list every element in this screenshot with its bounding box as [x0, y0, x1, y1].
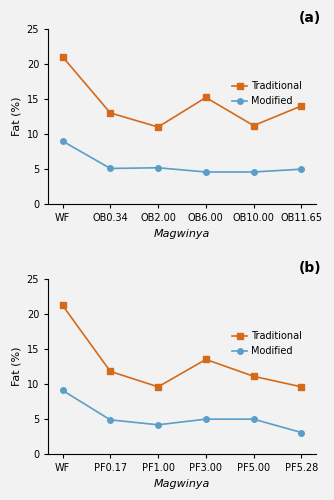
- Traditional: [60, 302, 64, 308]
- Traditional: [252, 122, 256, 128]
- Traditional: [108, 368, 112, 374]
- Modified: [108, 417, 112, 423]
- Modified: [60, 388, 64, 394]
- Modified: [252, 169, 256, 175]
- Traditional: [156, 384, 160, 390]
- Modified: [252, 416, 256, 422]
- Modified: [299, 166, 303, 172]
- Modified: [60, 138, 64, 144]
- Line: Modified: Modified: [60, 388, 304, 436]
- Modified: [156, 422, 160, 428]
- Traditional: [108, 110, 112, 116]
- Y-axis label: Fat (%): Fat (%): [11, 96, 21, 136]
- X-axis label: Magwinya: Magwinya: [154, 229, 210, 239]
- Modified: [204, 169, 208, 175]
- Traditional: [60, 54, 64, 60]
- Modified: [108, 166, 112, 172]
- Traditional: [299, 103, 303, 109]
- Traditional: [252, 374, 256, 380]
- Text: (a): (a): [299, 11, 321, 25]
- Text: (b): (b): [299, 261, 321, 275]
- X-axis label: Magwinya: Magwinya: [154, 479, 210, 489]
- Traditional: [299, 384, 303, 390]
- Legend: Traditional, Modified: Traditional, Modified: [228, 328, 306, 360]
- Modified: [204, 416, 208, 422]
- Traditional: [204, 94, 208, 100]
- Y-axis label: Fat (%): Fat (%): [11, 346, 21, 386]
- Modified: [156, 165, 160, 171]
- Modified: [299, 430, 303, 436]
- Legend: Traditional, Modified: Traditional, Modified: [228, 78, 306, 110]
- Line: Traditional: Traditional: [60, 302, 304, 390]
- Traditional: [204, 356, 208, 362]
- Line: Modified: Modified: [60, 138, 304, 175]
- Line: Traditional: Traditional: [60, 54, 304, 130]
- Traditional: [156, 124, 160, 130]
